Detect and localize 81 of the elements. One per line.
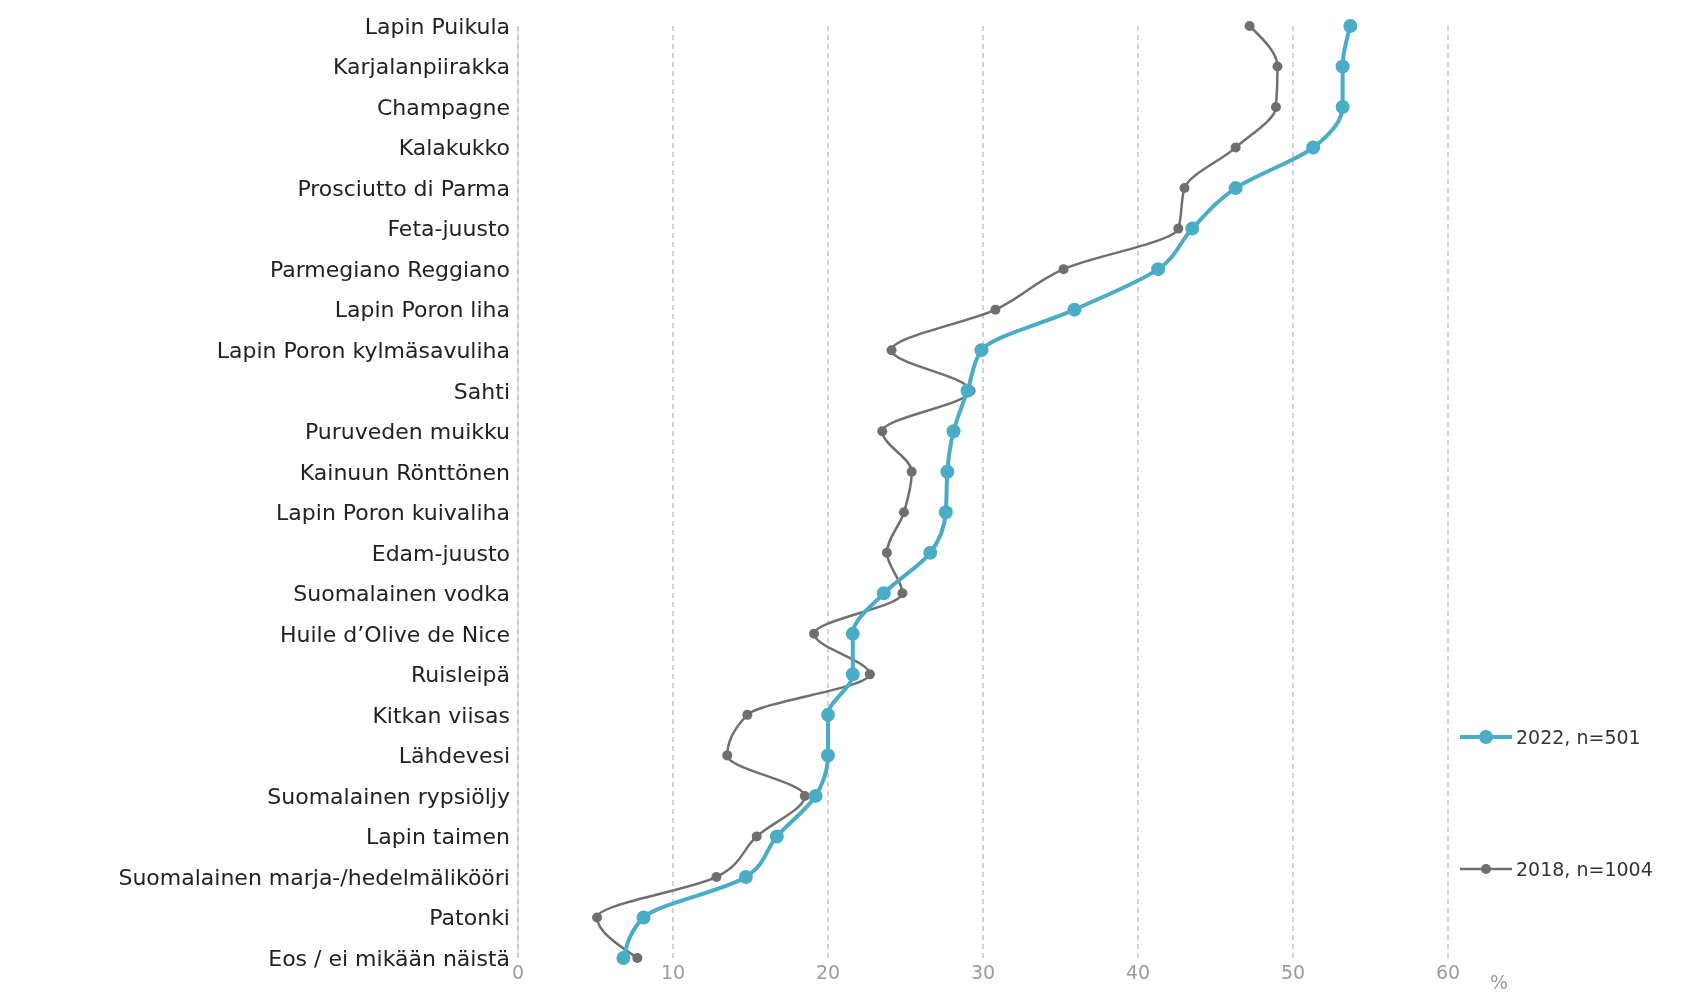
point <box>877 426 888 437</box>
x-tick-label: 60 <box>1435 961 1461 984</box>
point <box>898 507 909 518</box>
point <box>845 667 860 682</box>
point <box>1343 19 1358 33</box>
point <box>1244 21 1255 31</box>
point <box>809 628 820 639</box>
point <box>1270 102 1281 113</box>
y-tick-label: Ruisleipä <box>410 662 510 688</box>
x-tick-label: 50 <box>1280 961 1306 984</box>
y-tick-label: Lapin Poron kylmäsavuliha <box>216 337 510 363</box>
y-tick-label: Kainuun Rönttönen <box>299 459 510 485</box>
x-tick-label: 30 <box>970 961 996 984</box>
point <box>1306 140 1321 155</box>
point <box>742 709 753 720</box>
x-tick-label: 0 <box>511 961 525 984</box>
x-axis-title: % <box>1490 971 1509 993</box>
y-tick-label: Huile d’Olive de Nice <box>280 621 510 647</box>
x-tick-label: 10 <box>660 961 686 984</box>
point <box>974 343 989 358</box>
y-tick-label: Kalakukko <box>398 135 510 161</box>
y-tick-label: Lähdevesi <box>398 743 510 769</box>
point <box>616 951 631 965</box>
y-tick-label: Sahti <box>453 378 510 404</box>
point <box>1151 262 1166 277</box>
point <box>876 586 891 601</box>
point <box>897 588 908 599</box>
x-tick-label: 20 <box>815 961 841 984</box>
point <box>632 953 643 963</box>
y-tick-label: Suomalainen marja-/hedelmälikööri <box>118 864 510 890</box>
x-tick-label: 40 <box>1125 961 1151 984</box>
y-tick-label: Puruveden muikku <box>304 419 510 445</box>
point <box>592 912 603 923</box>
y-tick-label: Champagne <box>376 94 510 120</box>
y-tick-label: Lapin Puikula <box>364 13 510 39</box>
legend-label: 2018, n=1004 <box>1516 858 1653 880</box>
y-tick-label: Kitkan viisas <box>372 702 510 728</box>
y-tick-label: Lapin Poron liha <box>334 297 510 323</box>
point <box>1179 183 1190 194</box>
point <box>1173 223 1184 234</box>
point <box>751 831 762 842</box>
point <box>990 304 1001 315</box>
point <box>711 871 722 882</box>
point <box>1067 302 1082 317</box>
y-tick-label: Lapin Poron kuivaliha <box>276 500 510 526</box>
y-tick-label: Feta-juusto <box>387 216 510 242</box>
y-tick-label: Patonki <box>429 905 510 931</box>
point <box>864 669 875 680</box>
point <box>821 707 835 722</box>
y-tick-label: Karjalanpiirakka <box>333 54 510 80</box>
point <box>1272 61 1283 72</box>
y-tick-label: Suomalainen rypsiöljy <box>267 783 510 809</box>
point <box>808 788 823 803</box>
point <box>738 869 753 884</box>
point <box>1230 142 1241 153</box>
point <box>845 626 860 641</box>
point <box>1228 181 1243 196</box>
point <box>821 748 835 763</box>
point <box>881 547 892 558</box>
point <box>1058 264 1069 275</box>
point <box>1335 100 1350 115</box>
y-tick-label: Lapin taimen <box>366 824 510 850</box>
point <box>1185 221 1200 236</box>
point <box>946 424 961 439</box>
point <box>722 750 733 761</box>
y-tick-label: Prosciutto di Parma <box>297 175 510 201</box>
point <box>940 464 955 479</box>
point <box>799 790 810 801</box>
y-tick-label: Suomalainen vodka <box>293 581 510 607</box>
point <box>636 910 651 925</box>
legend-label: 2022, n=501 <box>1516 726 1641 748</box>
point <box>960 383 975 398</box>
y-tick-label: Eos / ei mikään näistä <box>268 945 510 971</box>
point <box>938 505 953 520</box>
point <box>923 545 938 560</box>
point <box>906 466 917 477</box>
y-tick-label: Parmegiano Reggiano <box>269 256 510 282</box>
y-tick-label: Edam-juusto <box>371 540 510 566</box>
point <box>886 345 897 356</box>
point <box>1335 59 1350 74</box>
point <box>769 829 784 844</box>
